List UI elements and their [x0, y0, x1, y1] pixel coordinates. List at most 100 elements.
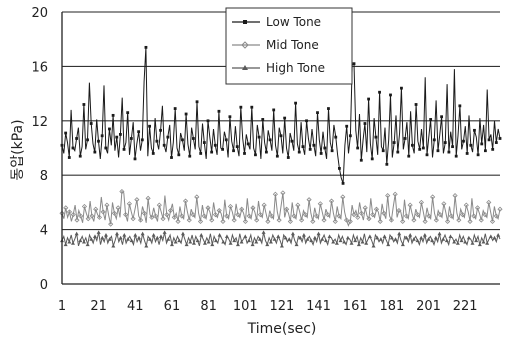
data-point [100, 134, 104, 138]
x-tick-label: 201 [416, 299, 441, 314]
data-point [188, 239, 193, 244]
data-point [171, 214, 177, 220]
data-point [250, 105, 254, 109]
data-point [140, 138, 144, 142]
data-point [209, 217, 215, 223]
data-point [342, 239, 347, 244]
data-point [201, 213, 207, 219]
data-point [437, 212, 443, 218]
data-point [367, 234, 372, 238]
data-point [85, 216, 91, 222]
data-point [195, 100, 199, 104]
data-point [129, 238, 134, 243]
legend-marker [242, 65, 248, 70]
data-point [494, 141, 498, 144]
data-point [276, 234, 281, 238]
data-point [64, 131, 68, 135]
data-point [451, 145, 454, 149]
data-point [407, 154, 411, 158]
data-point [452, 239, 457, 244]
data-point [283, 116, 287, 120]
data-point [74, 217, 80, 223]
data-point [407, 202, 413, 208]
data-point [319, 152, 323, 155]
data-point [287, 218, 293, 225]
series-lines [59, 45, 503, 248]
data-point [312, 143, 316, 147]
data-point [162, 230, 167, 234]
data-point [366, 216, 372, 222]
data-point [246, 213, 252, 219]
data-point [338, 167, 341, 170]
data-point [108, 127, 111, 131]
data-point [403, 213, 409, 219]
data-point [325, 212, 331, 218]
data-point [89, 122, 93, 125]
data-point [213, 238, 218, 243]
data-point [220, 218, 226, 225]
data-point [463, 202, 469, 208]
data-point [115, 135, 119, 139]
data-point [129, 137, 133, 140]
data-point [400, 86, 403, 90]
data-point [396, 150, 400, 154]
data-point [389, 93, 392, 97]
data-point [195, 238, 200, 243]
data-point [167, 207, 174, 214]
data-point [334, 241, 339, 245]
data-point [378, 90, 381, 94]
data-point [125, 237, 130, 241]
data-point [100, 209, 106, 215]
data-point [276, 217, 282, 223]
data-point [239, 105, 243, 109]
data-point [160, 216, 166, 222]
data-point [141, 210, 147, 216]
data-point [250, 242, 255, 247]
data-point [261, 230, 266, 234]
data-point [246, 142, 250, 146]
data-point [418, 199, 424, 205]
data-point [448, 213, 454, 219]
data-point [411, 237, 416, 241]
data-point [104, 202, 110, 208]
data-point [210, 242, 215, 247]
series-low-tone [60, 45, 502, 185]
x-tick-label: 61 [164, 299, 181, 314]
data-point [334, 135, 338, 139]
data-point [224, 138, 228, 142]
data-point [100, 235, 105, 240]
data-point [197, 218, 204, 225]
data-point [373, 206, 380, 212]
data-point [63, 205, 69, 211]
data-point [310, 218, 316, 225]
data-point [462, 139, 465, 143]
data-point [488, 234, 493, 238]
data-point [81, 239, 86, 244]
data-point [78, 213, 84, 219]
data-point [487, 138, 491, 142]
data-point [67, 239, 72, 244]
data-point [340, 194, 346, 200]
data-point [370, 212, 376, 218]
data-point [404, 235, 409, 240]
legend-marker [243, 20, 247, 24]
data-point [430, 238, 435, 243]
data-point [411, 217, 417, 223]
data-point [268, 239, 273, 244]
data-point [265, 242, 270, 247]
data-point [133, 157, 137, 161]
data-point [246, 238, 251, 243]
data-point [228, 115, 232, 119]
data-point [287, 237, 292, 241]
y-tick-label: 16 [31, 60, 48, 75]
data-point [122, 233, 127, 237]
data-point [362, 205, 368, 211]
data-point [323, 146, 327, 150]
data-point [151, 233, 156, 237]
data-point [445, 218, 451, 225]
data-point [177, 153, 181, 157]
legend-label: Low Tone [266, 15, 321, 29]
data-point [186, 217, 192, 223]
x-tick-label: 1 [58, 299, 66, 314]
data-point [400, 242, 405, 247]
